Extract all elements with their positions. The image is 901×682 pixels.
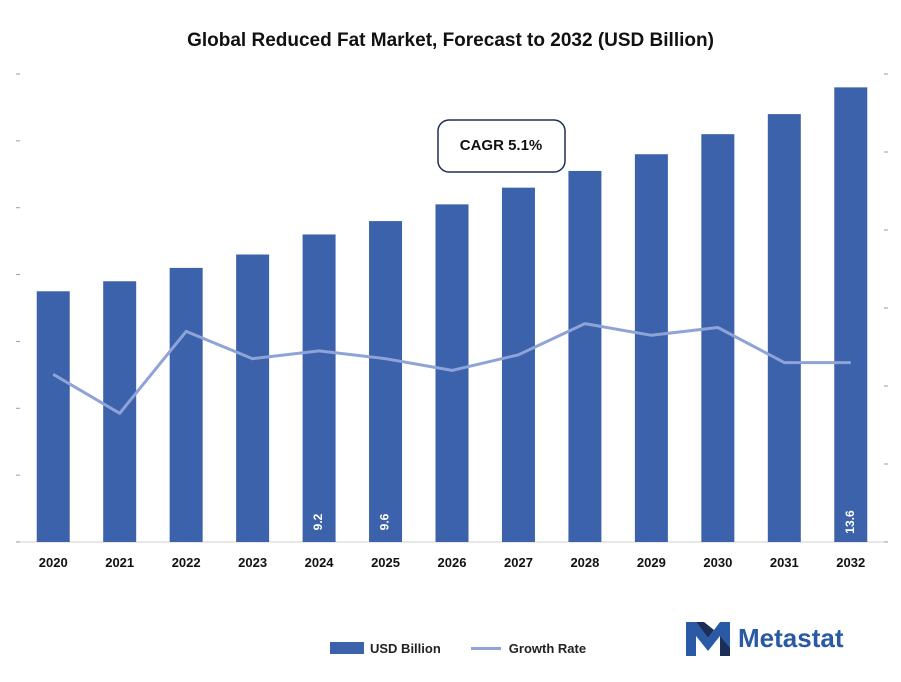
x-tick-label: 2029 (637, 555, 666, 570)
x-tick-label: 2023 (238, 555, 267, 570)
x-tick-label: 2026 (438, 555, 467, 570)
x-tick-label: 2027 (504, 555, 533, 570)
legend: USD Billion Growth Rate (330, 638, 616, 658)
x-tick-label: 2024 (305, 555, 335, 570)
cagr-label: CAGR 5.1% (460, 137, 543, 154)
chart-title: Global Reduced Fat Market, Forecast to 2… (187, 30, 714, 51)
x-tick-label: 2028 (570, 555, 599, 570)
x-tick-label: 2025 (371, 555, 400, 570)
growth-rate-line (52, 322, 851, 415)
metastat-logo-icon (686, 622, 730, 656)
x-tick-label: 2030 (703, 555, 732, 570)
legend-item-line: Growth Rate (470, 640, 587, 656)
data-label-2025: 9.6 (378, 513, 392, 530)
bar-2031 (767, 114, 801, 542)
x-tick-label: 2031 (770, 555, 799, 570)
bar-2023 (236, 254, 270, 542)
bar-2020 (36, 291, 70, 542)
bar-2026 (435, 204, 469, 542)
bar-2032 (834, 87, 868, 542)
brand-logo: Metastat (684, 618, 843, 658)
bar-2030 (701, 134, 735, 542)
bar-2025 (369, 221, 403, 543)
bar-2028 (568, 170, 602, 542)
legend-swatch-bar (330, 642, 364, 654)
legend-label-bars: USD Billion (370, 640, 441, 656)
bar-2024 (302, 234, 336, 542)
bar-2029 (634, 154, 668, 542)
cagr-annotation: CAGR 5.1% (437, 119, 566, 173)
legend-swatch-line (470, 646, 501, 650)
x-tick-label: 2020 (39, 555, 68, 570)
x-tick-label: 2022 (172, 555, 201, 570)
bar-2022 (169, 267, 203, 542)
chart-plot: 2020 2021 2022 2023 2024 2025 2026 2027 2028 2029… (16, 73, 888, 570)
data-label-2024: 9.2 (311, 513, 325, 530)
brand-name: Metastat (738, 622, 844, 653)
x-tick-label: 2032 (836, 555, 865, 570)
data-label-2032: 13.6 (843, 510, 857, 534)
bar-2027 (501, 187, 535, 542)
legend-item-bars: USD Billion (330, 641, 441, 656)
legend-label-line: Growth Rate (508, 640, 587, 656)
x-tick-label: 2021 (105, 555, 134, 570)
